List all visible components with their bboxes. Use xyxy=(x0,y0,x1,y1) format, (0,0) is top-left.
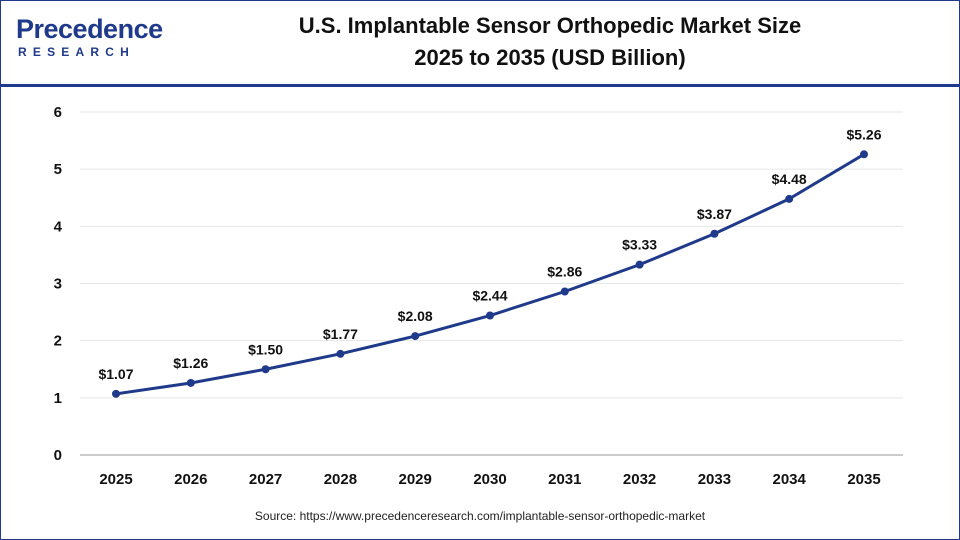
chart-title-line-2: 2025 to 2035 (USD Billion) xyxy=(414,45,686,70)
y-tick-label: 5 xyxy=(54,161,62,178)
x-tick-label: 2030 xyxy=(473,471,506,488)
data-label: $5.26 xyxy=(846,126,881,142)
data-point xyxy=(560,287,569,296)
data-point xyxy=(112,389,120,398)
x-tick-label: 2035 xyxy=(847,471,880,488)
data-point xyxy=(186,378,195,387)
data-point xyxy=(261,365,270,374)
header-divider xyxy=(0,84,960,87)
data-point xyxy=(635,260,644,269)
y-tick-label: 6 xyxy=(54,104,62,121)
x-tick-label: 2027 xyxy=(249,471,282,488)
data-label: $1.26 xyxy=(173,355,208,371)
data-point xyxy=(710,229,719,238)
data-label: $1.07 xyxy=(98,366,133,382)
x-tick-label: 2028 xyxy=(324,471,357,488)
series-line xyxy=(115,153,865,396)
data-point xyxy=(336,349,345,358)
y-tick-label: 4 xyxy=(54,218,63,235)
x-tick-label: 2031 xyxy=(548,471,581,488)
data-label: $4.48 xyxy=(772,171,807,187)
x-tick-label: 2034 xyxy=(773,471,807,488)
chart-title-line-1: U.S. Implantable Sensor Orthopedic Marke… xyxy=(298,13,802,38)
data-point xyxy=(860,150,868,159)
y-tick-label: 2 xyxy=(54,333,62,350)
line-chart: 0 1 2 3 4 5 6 2025 2026 2027 2028 2029 2030 2031 2032 2… xyxy=(54,104,903,488)
chart-title: U.S. Implantable Sensor Orthopedic Marke… xyxy=(200,10,900,74)
data-label: $2.08 xyxy=(398,308,433,324)
data-label: $2.86 xyxy=(547,264,582,280)
source-note: Source: https://www.precedenceresearch.c… xyxy=(254,509,706,523)
x-tick-label: 2025 xyxy=(99,471,132,488)
data-label: $2.44 xyxy=(472,288,507,304)
data-label: $3.33 xyxy=(622,237,657,253)
logo-subtitle: RESEARCH xyxy=(18,45,135,59)
data-label: $3.87 xyxy=(697,206,732,222)
y-tick-label: 1 xyxy=(54,390,62,407)
header: Precedence RESEARCH U.S. Implantable Sen… xyxy=(0,0,960,87)
y-tick-label: 0 xyxy=(54,447,62,464)
y-tick-label: 3 xyxy=(54,276,62,293)
logo-name: Precedence xyxy=(16,14,163,44)
x-tick-label: 2032 xyxy=(623,471,656,488)
x-tick-label: 2033 xyxy=(698,471,731,488)
x-tick-label: 2026 xyxy=(174,471,207,488)
data-point xyxy=(785,194,794,203)
data-label: $1.50 xyxy=(248,341,283,357)
x-tick-label: 2029 xyxy=(399,471,432,488)
brand-logo: Precedence RESEARCH xyxy=(16,14,166,64)
data-point xyxy=(411,332,420,341)
data-point xyxy=(486,311,494,320)
data-label: $1.77 xyxy=(323,326,358,342)
